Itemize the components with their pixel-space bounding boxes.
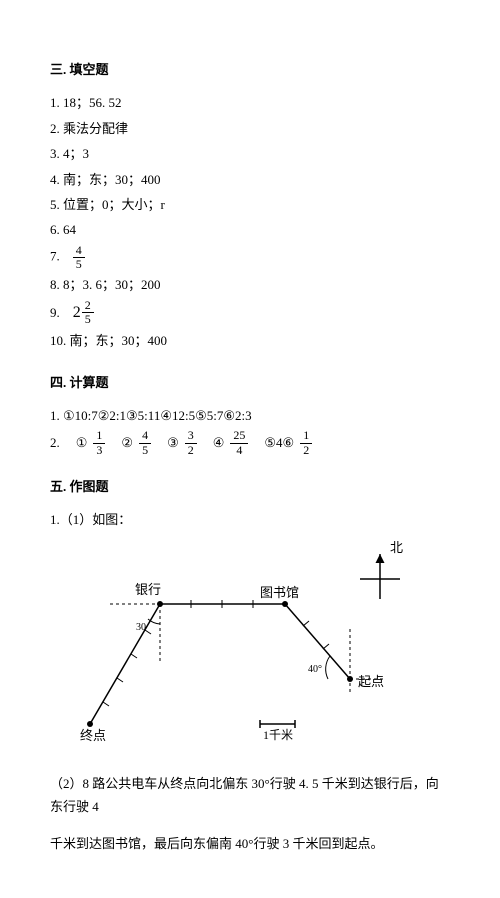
fraction: 25 4 (230, 429, 248, 456)
s3-item-2: 2. 乘法分配律 (50, 117, 450, 140)
s3-item-8: 8. 8；3. 6；30；200 (50, 273, 450, 296)
fraction-4-5: 4 5 (73, 244, 85, 271)
s3-item-9: 9. 2 2 5 (50, 299, 450, 328)
s4-q2-item-2: ② 4 5 (121, 429, 151, 456)
s4-q2-label: 2. (50, 431, 60, 454)
s3-item-3: 3. 4；3 (50, 142, 450, 165)
s3-item-9-label: 9. (50, 305, 60, 320)
denominator: 3 (93, 444, 105, 457)
s4-q1: 1. ①10:7②2:1③5:11④12:5⑤5:7⑥2:3 (50, 404, 450, 427)
s3-item-7: 7. 4 5 (50, 244, 450, 271)
section-4-title: 四. 计算题 (50, 371, 450, 394)
angle-arc-40 (326, 656, 330, 679)
angle-40-label: 40° (308, 664, 322, 675)
bank-point (157, 601, 163, 607)
denominator: 5 (73, 258, 85, 271)
s3-item-1: 1. 18；56. 52 (50, 91, 450, 114)
end-point (87, 721, 93, 727)
fraction: 3 2 (185, 429, 197, 456)
circled-5-6: ⑤4⑥ (264, 431, 294, 454)
denominator: 4 (230, 444, 248, 457)
whole-part: 2 (73, 299, 81, 328)
library-point (282, 601, 288, 607)
circled-3: ③ (167, 431, 179, 454)
s5-q1: 1.（1）如图： (50, 508, 450, 531)
s4-q2-item-5: ⑤4⑥ 1 2 (264, 429, 312, 456)
denominator: 5 (139, 444, 151, 457)
numerator: 4 (73, 244, 85, 258)
route-diagram: 北 30 40° 银行 图书馆 起点 终点 (50, 534, 450, 754)
circled-4: ④ (213, 431, 225, 454)
numerator: 1 (300, 429, 312, 443)
s3-item-7-label: 7. (50, 248, 60, 263)
north-label: 北 (390, 540, 403, 555)
fraction: 1 2 (300, 429, 312, 456)
s3-item-4: 4. 南；东；30；400 (50, 168, 450, 191)
numerator: 4 (139, 429, 151, 443)
s4-q2-item-3: ③ 3 2 (167, 429, 197, 456)
numerator: 2 (82, 299, 94, 313)
s3-item-6: 6. 64 (50, 218, 450, 241)
compass-icon: 北 (360, 540, 403, 599)
s5-q2-line1: （2）8 路公共电车从终点向北偏东 30°行驶 4. 5 千米到达银行后，向东行… (50, 772, 450, 819)
numerator: 3 (185, 429, 197, 443)
scale-bar: 1千米 (260, 720, 295, 742)
numerator: 1 (93, 429, 105, 443)
denominator: 2 (300, 444, 312, 457)
angle-30-label: 30 (136, 622, 146, 633)
section-3-title: 三. 填空题 (50, 58, 450, 81)
mixed-number: 2 2 5 (73, 299, 94, 328)
s4-q2-item-1: ① 1 3 (76, 429, 106, 456)
denominator: 2 (185, 444, 197, 457)
s4-q2-item-4: ④ 25 4 (213, 429, 249, 456)
scale-label: 1千米 (263, 728, 293, 742)
circled-2: ② (121, 431, 133, 454)
s4-q2: 2. ① 1 3 ② 4 5 ③ 3 2 ④ 25 4 ⑤4⑥ 1 2 (50, 429, 450, 456)
s5-q2-line2: 千米到达图书馆，最后向东偏南 40°行驶 3 千米回到起点。 (50, 832, 450, 855)
bank-label: 银行 (135, 582, 161, 597)
start-label: 起点 (358, 674, 384, 689)
section-5-title: 五. 作图题 (50, 475, 450, 498)
numerator: 25 (230, 429, 248, 443)
fraction: 1 3 (93, 429, 105, 456)
s3-item-10: 10. 南；东；30；400 (50, 329, 450, 352)
circled-1: ① (76, 431, 88, 454)
library-label: 图书馆 (260, 585, 299, 600)
fraction-2-5: 2 5 (82, 299, 94, 326)
end-label: 终点 (80, 728, 106, 743)
start-point (347, 676, 353, 682)
s3-item-5: 5. 位置；0；大小；r (50, 193, 450, 216)
denominator: 5 (82, 313, 94, 326)
fraction: 4 5 (139, 429, 151, 456)
